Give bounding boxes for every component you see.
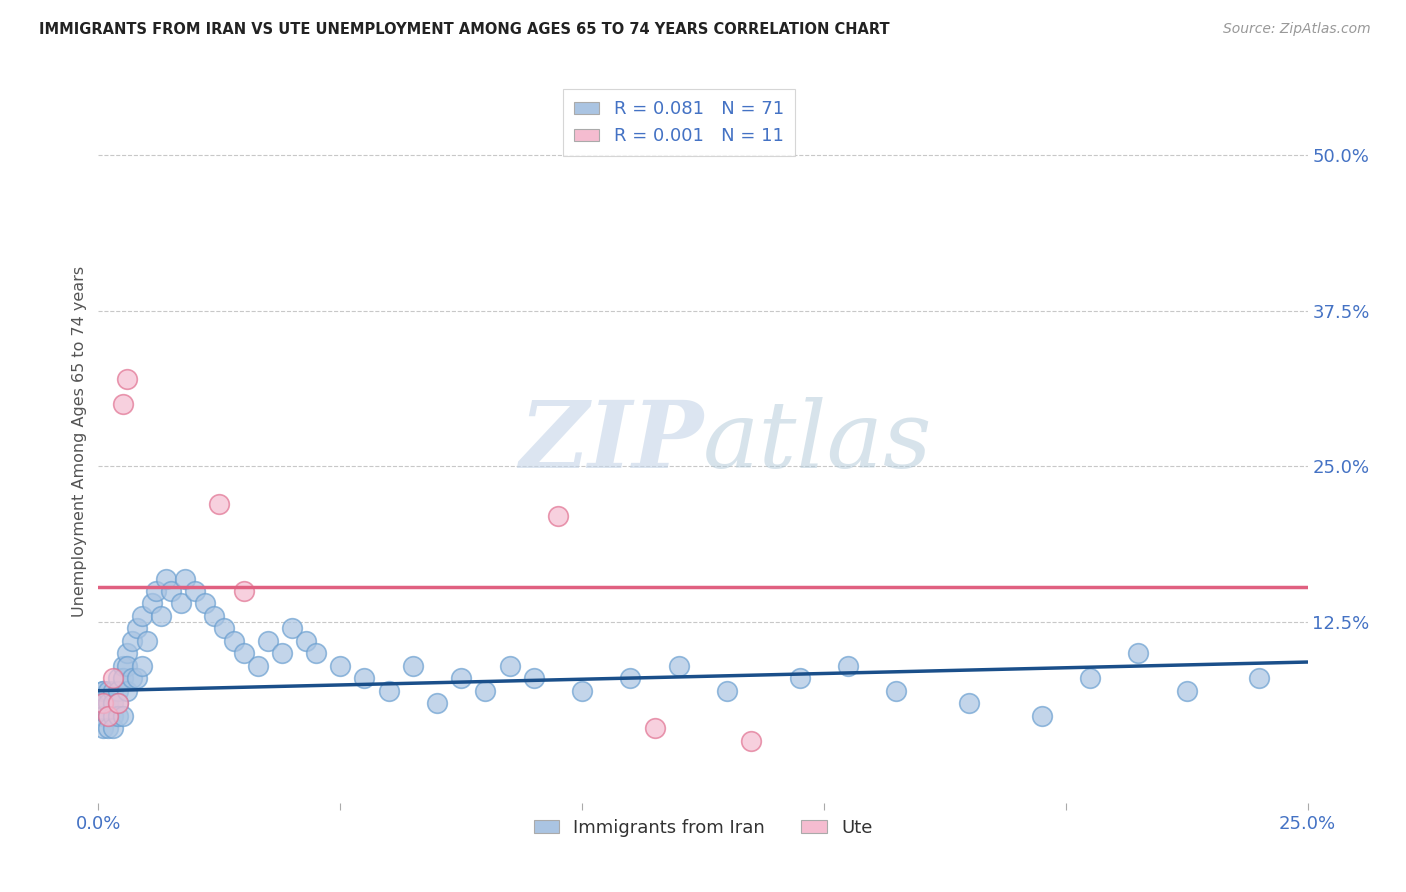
Point	[97, 721, 120, 735]
Point	[91, 721, 114, 735]
Point	[117, 683, 139, 698]
Point	[281, 621, 304, 635]
Point	[523, 671, 546, 685]
Point	[169, 597, 191, 611]
Point	[837, 658, 859, 673]
Point	[127, 621, 149, 635]
Point	[101, 721, 124, 735]
Point	[222, 633, 245, 648]
Point	[886, 683, 908, 698]
Text: Source: ZipAtlas.com: Source: ZipAtlas.com	[1223, 22, 1371, 37]
Point	[101, 683, 124, 698]
Point	[91, 696, 114, 710]
Point	[174, 572, 197, 586]
Point	[111, 658, 134, 673]
Point	[91, 683, 114, 698]
Point	[91, 696, 114, 710]
Point	[789, 671, 811, 685]
Point	[271, 646, 294, 660]
Point	[212, 621, 235, 635]
Text: IMMIGRANTS FROM IRAN VS UTE UNEMPLOYMENT AMONG AGES 65 TO 74 YEARS CORRELATION C: IMMIGRANTS FROM IRAN VS UTE UNEMPLOYMENT…	[39, 22, 890, 37]
Point	[117, 372, 139, 386]
Point	[131, 609, 153, 624]
Point	[97, 708, 120, 723]
Point	[107, 683, 129, 698]
Point	[571, 683, 593, 698]
Text: ZIP: ZIP	[519, 397, 703, 486]
Point	[450, 671, 472, 685]
Point	[329, 658, 352, 673]
Point	[150, 609, 173, 624]
Point	[111, 708, 134, 723]
Point	[111, 397, 134, 411]
Point	[145, 584, 167, 599]
Point	[184, 584, 207, 599]
Point	[232, 646, 254, 660]
Point	[353, 671, 375, 685]
Point	[117, 658, 139, 673]
Point	[957, 696, 980, 710]
Point	[107, 696, 129, 710]
Text: atlas: atlas	[703, 397, 932, 486]
Point	[155, 572, 177, 586]
Point	[127, 671, 149, 685]
Point	[107, 671, 129, 685]
Point	[232, 584, 254, 599]
Point	[101, 671, 124, 685]
Point	[97, 683, 120, 698]
Point	[716, 683, 738, 698]
Point	[256, 633, 278, 648]
Legend: Immigrants from Iran, Ute: Immigrants from Iran, Ute	[526, 812, 880, 845]
Point	[1249, 671, 1271, 685]
Point	[91, 683, 114, 698]
Point	[117, 646, 139, 660]
Point	[135, 633, 157, 648]
Point	[194, 597, 217, 611]
Point	[107, 696, 129, 710]
Point	[204, 609, 226, 624]
Point	[295, 633, 318, 648]
Point	[547, 509, 569, 524]
Point	[141, 597, 163, 611]
Point	[111, 671, 134, 685]
Point	[644, 721, 666, 735]
Point	[121, 633, 143, 648]
Point	[121, 671, 143, 685]
Point	[1128, 646, 1150, 660]
Point	[740, 733, 762, 747]
Point	[1031, 708, 1053, 723]
Point	[107, 708, 129, 723]
Point	[131, 658, 153, 673]
Point	[101, 696, 124, 710]
Point	[97, 708, 120, 723]
Point	[101, 708, 124, 723]
Point	[1078, 671, 1101, 685]
Y-axis label: Unemployment Among Ages 65 to 74 years: Unemployment Among Ages 65 to 74 years	[72, 266, 87, 617]
Point	[1175, 683, 1198, 698]
Point	[498, 658, 520, 673]
Point	[619, 671, 641, 685]
Point	[305, 646, 328, 660]
Point	[426, 696, 449, 710]
Point	[247, 658, 270, 673]
Point	[668, 658, 690, 673]
Point	[474, 683, 496, 698]
Point	[97, 696, 120, 710]
Point	[91, 708, 114, 723]
Point	[208, 497, 231, 511]
Point	[160, 584, 183, 599]
Point	[402, 658, 425, 673]
Point	[377, 683, 399, 698]
